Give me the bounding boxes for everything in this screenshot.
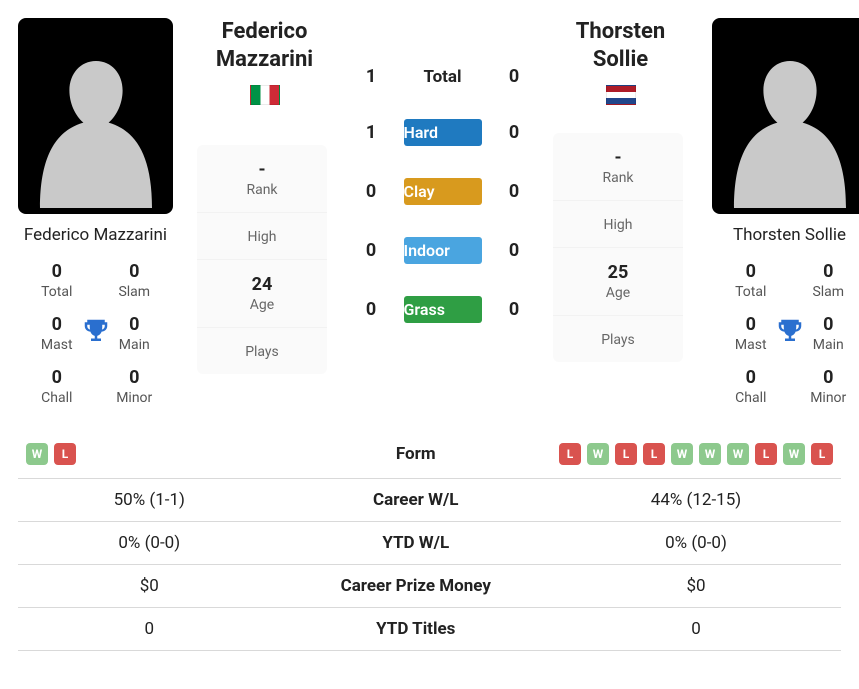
player-card-right: Thorsten Sollie 0Total 0Slam 0Mast 0Main… [712, 18, 859, 406]
surface-pill: Indoor [404, 237, 482, 264]
surface-pill: Hard [404, 119, 482, 146]
form-chip: L [54, 443, 76, 465]
title-minor: 0Minor [96, 367, 174, 406]
top-row: Federico Mazzarini 0Total 0Slam 0Mast 0M… [18, 18, 841, 406]
name-col-right: Thorsten Sollie -Rank High 25Age Plays [553, 18, 688, 362]
h2h-column: 1 Total 0 1 Hard 0 0 Clay 0 0 Indoor 0 0 Grass 0 [356, 66, 529, 323]
comparison-left: $0 [18, 564, 281, 607]
h2h-right-value: 0 [499, 299, 529, 320]
avatar-silhouette-icon [26, 34, 166, 214]
comparison-left: 50% (1-1) [18, 478, 281, 521]
h2h-row: 1 Total 0 [356, 66, 529, 87]
name-col-left: Federico Mazzarini -Rank High 24Age Play… [197, 18, 332, 374]
title-slam: 0Slam [96, 261, 174, 300]
h2h-row: 0 Grass 0 [356, 296, 529, 323]
h2h-row: 0 Clay 0 [356, 178, 529, 205]
form-chip: L [755, 443, 777, 465]
titles-grid-right: 0Total 0Slam 0Mast 0Main 0Chall 0Minor [712, 261, 859, 406]
comparison-right: $0 [551, 564, 841, 607]
comparison-left: WL [18, 430, 281, 479]
avatar-silhouette-icon [720, 34, 859, 214]
titles-grid-left: 0Total 0Slam 0Mast 0Main 0Chall 0Minor [18, 261, 173, 406]
comparison-left: 0 [18, 607, 281, 650]
table-row: $0Career Prize Money$0 [18, 564, 841, 607]
h2h-row: 0 Indoor 0 [356, 237, 529, 264]
h2h-left-value: 0 [356, 299, 386, 320]
h2h-mid-label: Total [400, 67, 485, 87]
h2h-left-value: 0 [356, 181, 386, 202]
form-chip: L [643, 443, 665, 465]
avatar-left [18, 18, 173, 214]
title-slam: 0Slam [790, 261, 859, 300]
comparison-label: Form [281, 430, 551, 479]
form-chip: L [615, 443, 637, 465]
comparison-left: 0% (0-0) [18, 521, 281, 564]
title-total: 0Total [712, 261, 790, 300]
form-chip: W [727, 443, 749, 465]
title-total: 0Total [18, 261, 96, 300]
player-name-right: Thorsten Sollie [712, 224, 859, 247]
form-chips: LWLLWWWLWL [559, 441, 833, 467]
trophy-icon [81, 316, 111, 350]
h2h-left-value: 1 [356, 66, 386, 87]
player-name-left: Federico Mazzarini [18, 224, 173, 247]
table-row: WLFormLWLLWWWLWL [18, 430, 841, 479]
trophy-icon [775, 316, 805, 350]
table-row: 0YTD Titles0 [18, 607, 841, 650]
avatar-right [712, 18, 859, 214]
h2h-left-value: 1 [356, 122, 386, 143]
form-chip: W [699, 443, 721, 465]
h2h-right-value: 0 [499, 122, 529, 143]
form-chip: W [671, 443, 693, 465]
table-row: 50% (1-1)Career W/L44% (12-15) [18, 478, 841, 521]
form-chip: W [587, 443, 609, 465]
h2h-right-value: 0 [499, 181, 529, 202]
form-chip: W [783, 443, 805, 465]
h2h-right-value: 0 [499, 240, 529, 261]
comparison-label: YTD W/L [281, 521, 551, 564]
flag-italy-icon [250, 85, 280, 105]
title-minor: 0Minor [790, 367, 859, 406]
h2h-row: 1 Hard 0 [356, 119, 529, 146]
stat-card-left: -Rank High 24Age Plays [197, 145, 327, 374]
form-chips: WL [26, 441, 273, 467]
comparison-label: YTD Titles [281, 607, 551, 650]
big-name-right: Thorsten Sollie [553, 18, 688, 73]
comparison-right: 0 [551, 607, 841, 650]
flag-netherlands-icon [606, 85, 636, 105]
h2h-left-value: 0 [356, 240, 386, 261]
h2h-right-value: 0 [499, 66, 529, 87]
comparison-label: Career W/L [281, 478, 551, 521]
form-chip: W [26, 443, 48, 465]
comparison-right: 0% (0-0) [551, 521, 841, 564]
title-chall: 0Chall [18, 367, 96, 406]
comparison-table: WLFormLWLLWWWLWL50% (1-1)Career W/L44% (… [18, 430, 841, 651]
form-chip: L [559, 443, 581, 465]
title-chall: 0Chall [712, 367, 790, 406]
form-chip: L [811, 443, 833, 465]
big-name-left: Federico Mazzarini [197, 18, 332, 73]
surface-pill: Grass [404, 296, 482, 323]
comparison-right: LWLLWWWLWL [551, 430, 841, 479]
comparison-right: 44% (12-15) [551, 478, 841, 521]
player-card-left: Federico Mazzarini 0Total 0Slam 0Mast 0M… [18, 18, 173, 406]
stat-card-right: -Rank High 25Age Plays [553, 133, 683, 362]
comparison-label: Career Prize Money [281, 564, 551, 607]
surface-pill: Clay [404, 178, 482, 205]
table-row: 0% (0-0)YTD W/L0% (0-0) [18, 521, 841, 564]
